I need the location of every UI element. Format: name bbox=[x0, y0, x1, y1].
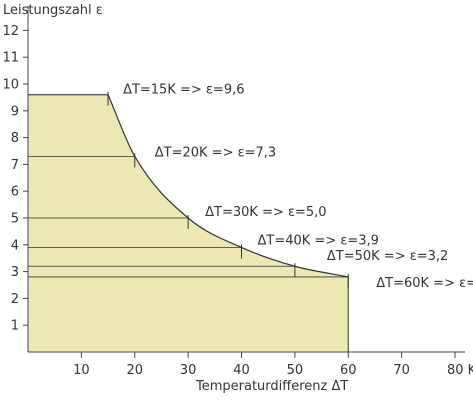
y-tick-label-7: 7 bbox=[11, 158, 19, 173]
x-tick-label-30: 30 bbox=[180, 363, 197, 378]
x-tick-label-70: 70 bbox=[393, 363, 410, 378]
y-tick-label-3: 3 bbox=[11, 265, 19, 280]
curve-layer bbox=[107, 91, 349, 288]
y-tick-label-12: 12 bbox=[2, 24, 19, 39]
x-tick-label-10: 10 bbox=[73, 363, 90, 378]
y-tick-label-9: 9 bbox=[11, 104, 19, 119]
x-tick-label-50: 50 bbox=[287, 363, 304, 378]
y-tick-label-1: 1 bbox=[11, 319, 19, 334]
annotation-label-5: ΔT=60K => ε=2,8 bbox=[376, 276, 473, 291]
guide-lines-layer bbox=[28, 94, 349, 352]
y-axis-label: Leistungszahl ε bbox=[3, 3, 103, 18]
x-axis-label: Temperaturdifferenz ΔT bbox=[195, 379, 348, 394]
x-tick-label-20: 20 bbox=[126, 363, 143, 378]
x-tick-label-40: 40 bbox=[233, 363, 250, 378]
curve-line bbox=[107, 94, 349, 278]
annotation-label-0: ΔT=15K => ε=9,6 bbox=[123, 83, 244, 98]
annotation-label-2: ΔT=30K => ε=5,0 bbox=[205, 205, 326, 220]
annotation-label-3: ΔT=40K => ε=3,9 bbox=[258, 233, 379, 248]
y-tick-label-4: 4 bbox=[11, 238, 19, 253]
annotation-label-1: ΔT=20K => ε=7,3 bbox=[155, 145, 276, 160]
axes-layer bbox=[27, 6, 465, 353]
y-tick-label-10: 10 bbox=[2, 78, 19, 93]
y-tick-label-6: 6 bbox=[11, 185, 19, 200]
x-tick-label-60: 60 bbox=[340, 363, 357, 378]
y-tick-label-2: 2 bbox=[11, 292, 19, 307]
annotations-layer: ΔT=15K => ε=9,6 ΔT=20K => ε=7,3 ΔT=30K => … bbox=[123, 83, 473, 291]
annotation-label-4: ΔT=50K => ε=3,2 bbox=[327, 249, 448, 264]
x-tick-label-80: 80 K bbox=[447, 363, 473, 378]
y-tick-label-11: 11 bbox=[2, 51, 19, 66]
y-tick-label-8: 8 bbox=[11, 131, 19, 146]
y-tick-label-5: 5 bbox=[11, 212, 19, 227]
